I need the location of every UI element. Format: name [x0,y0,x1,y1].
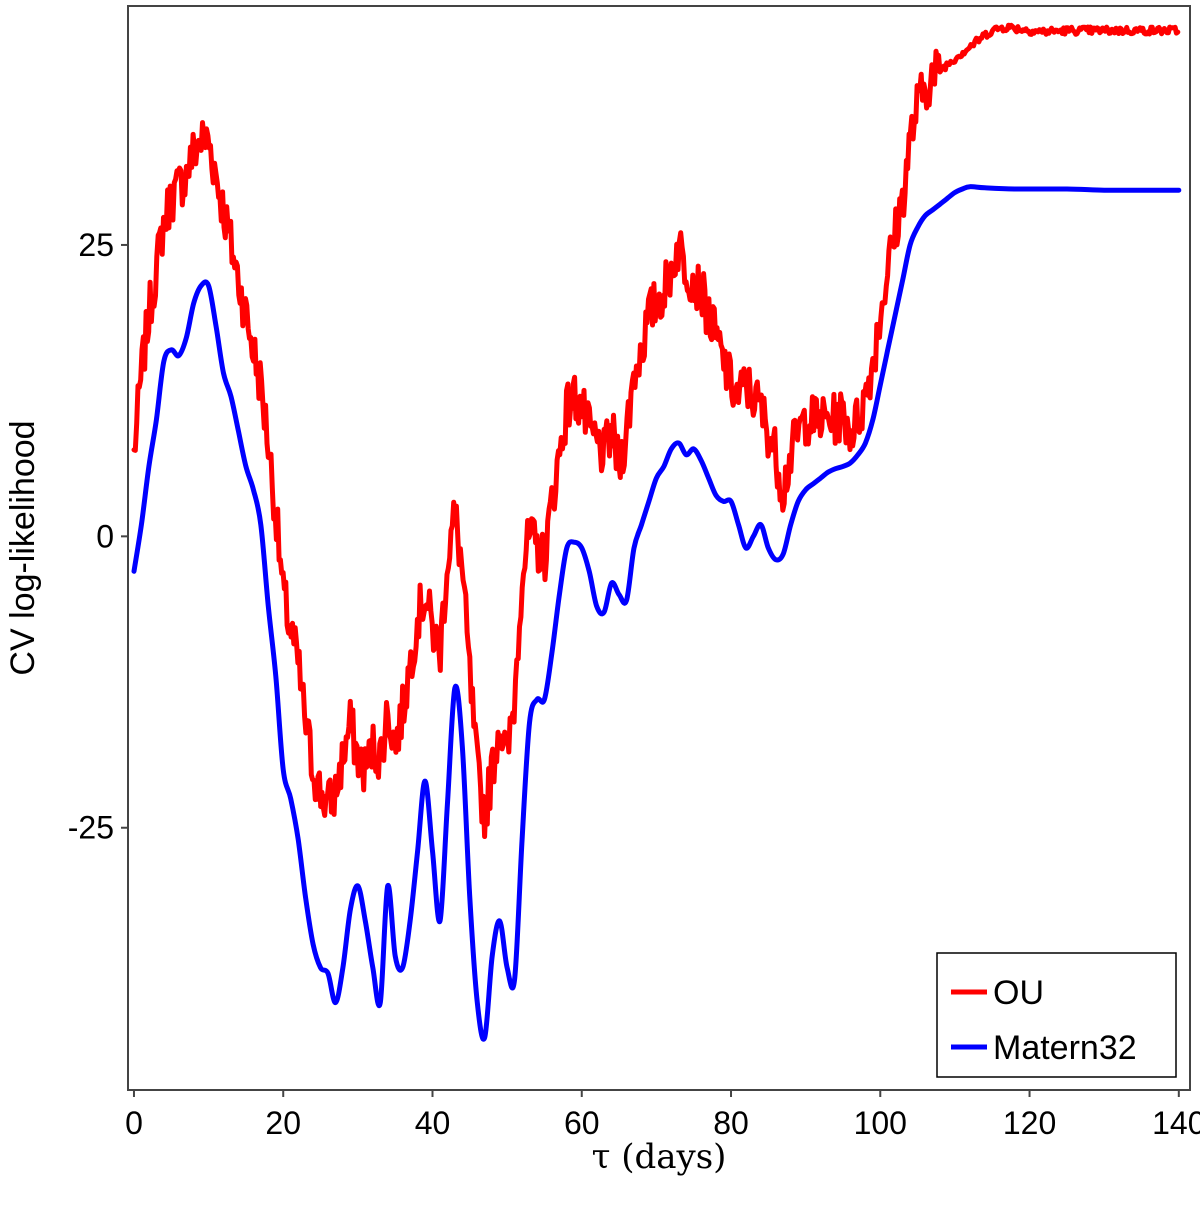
x-tick-label: 140 [1152,1105,1200,1141]
ticks-layer: 0 20 40 60 80 100 120 140 -25 0 25 [68,227,1200,1141]
legend-box [936,952,1177,1078]
x-tick-label: 100 [854,1105,907,1141]
series-line-matern32 [131,184,1182,1042]
y-axis-title: CV log-likelihood [4,420,42,675]
series-line-ou [131,22,1181,839]
x-tick-label: 120 [1003,1105,1056,1141]
x-tick-label: 0 [125,1105,143,1141]
x-tick-label: 80 [713,1105,749,1141]
x-tick-label: 60 [564,1105,600,1141]
legend: OU Matern32 [936,952,1177,1078]
series-layer [131,22,1182,1042]
x-tick-label: 20 [265,1105,301,1141]
x-axis-title: τ (days) [592,1137,727,1177]
legend-label-matern32: Matern32 [993,1029,1137,1067]
y-tick-label: -25 [68,810,114,846]
x-tick-label: 40 [415,1105,451,1141]
legend-label-ou: OU [993,974,1044,1012]
y-tick-label: 25 [78,227,114,263]
plot-frame [127,5,1191,1091]
y-tick-label: 0 [96,518,114,554]
